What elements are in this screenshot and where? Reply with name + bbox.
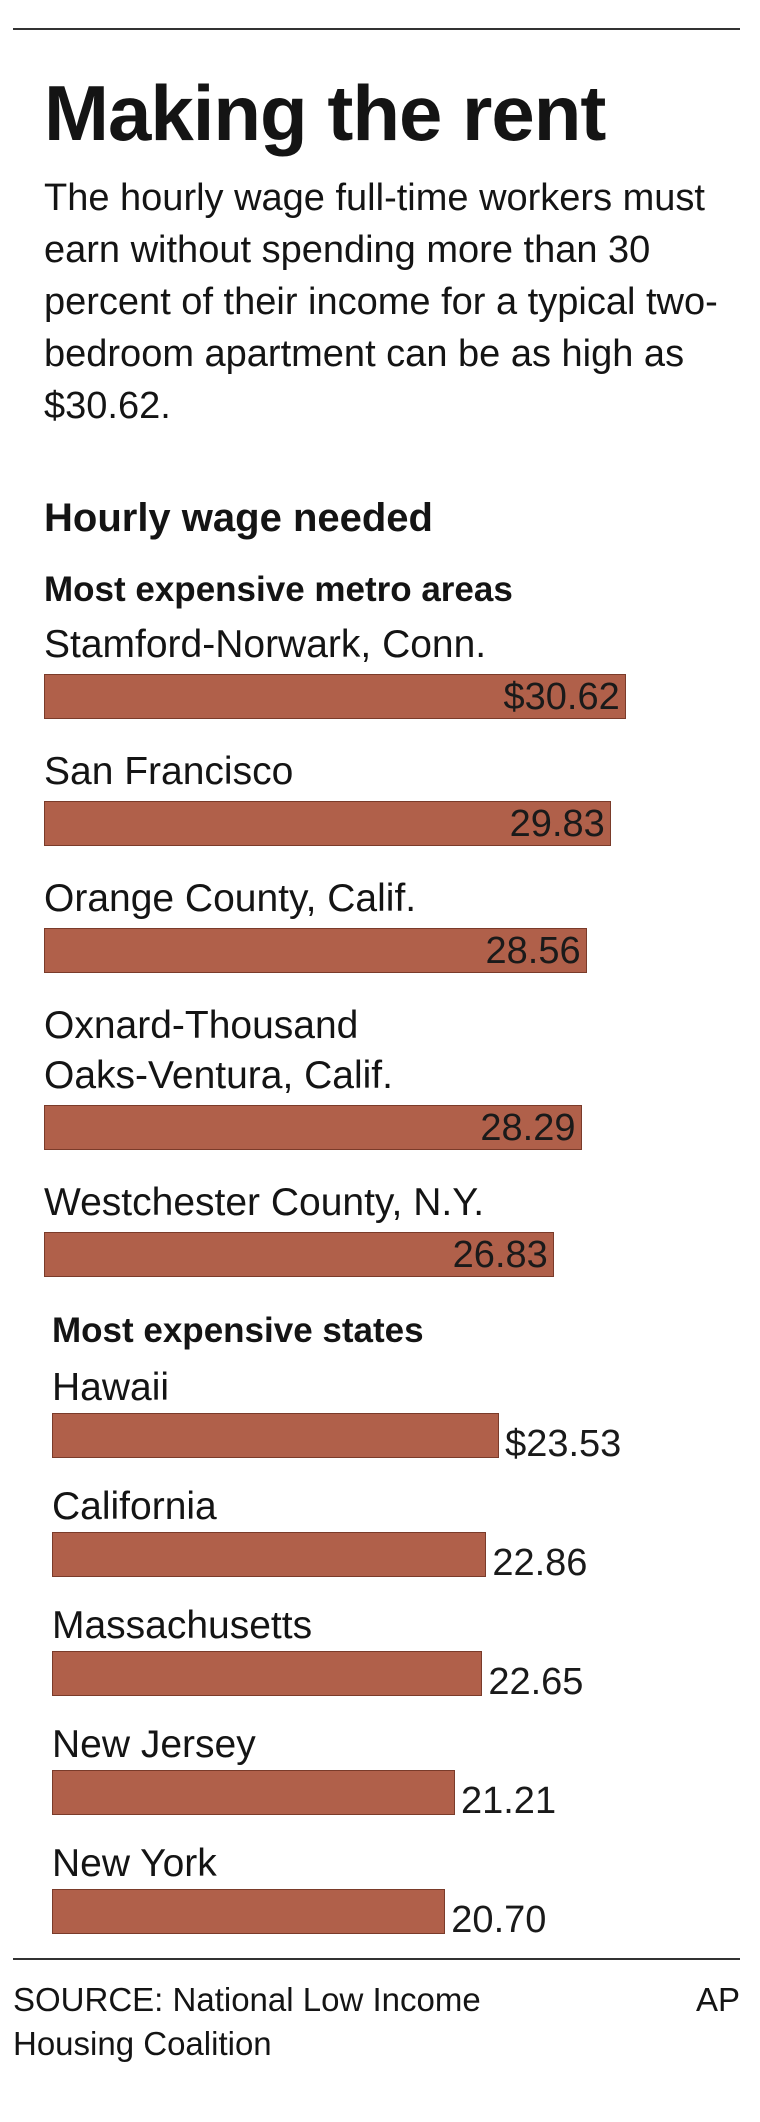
bottom-rule <box>13 1958 740 1960</box>
bar <box>52 1770 455 1815</box>
category-label: Hawaii <box>52 1366 170 1409</box>
metro-chart: Most expensive metro areas Stamford-Norwa… <box>44 565 626 1305</box>
bar-row: 20.70 <box>52 1889 546 1941</box>
heading: Hourly wage needed <box>44 496 433 540</box>
value-label: $23.53 <box>505 1423 622 1465</box>
bar <box>52 1889 446 1934</box>
bar-row: 28.29 <box>44 1105 582 1152</box>
source: SOURCE: National Low Income Housing Coal… <box>13 1981 481 2062</box>
subtitle: The hourly wage full-time workers must e… <box>44 177 718 427</box>
title: Making the rent <box>44 69 606 157</box>
value-label: 22.65 <box>488 1661 584 1703</box>
value-label: 22.86 <box>492 1542 588 1584</box>
bar <box>44 928 587 973</box>
category-label: Massachusetts <box>52 1604 313 1647</box>
chart-title: Most expensive metro areas <box>44 570 513 609</box>
category-label: Stamford-Norwark, Conn. <box>44 623 487 666</box>
bar <box>44 674 626 719</box>
chart-title: Most expensive states <box>52 1311 424 1350</box>
top-rule <box>13 28 740 30</box>
bar-row: $23.53 <box>52 1413 621 1465</box>
category-label: Oxnard-Thousand Oaks-Ventura, Calif. <box>44 1004 393 1097</box>
bar <box>52 1413 500 1458</box>
value-label: 21.21 <box>460 1780 557 1822</box>
category-label: Orange County, Calif. <box>44 877 417 920</box>
bar-row: 26.83 <box>44 1232 554 1279</box>
category-label: San Francisco <box>44 750 294 793</box>
value-label: 28.56 <box>485 930 581 972</box>
bar-row: 29.83 <box>44 801 611 848</box>
value-label: 28.29 <box>480 1107 576 1149</box>
states-chart: Most expensive states Hawaii $23.53 Califor… <box>52 1306 621 1961</box>
bar <box>44 1232 554 1277</box>
bar-row: 21.21 <box>52 1770 556 1822</box>
bar-row: 22.86 <box>52 1532 587 1584</box>
bar <box>52 1651 483 1696</box>
category-label: Westchester County, N.Y. <box>44 1181 485 1224</box>
credit: AP <box>695 1981 740 2018</box>
value-label: 26.83 <box>452 1234 548 1276</box>
bar <box>44 801 611 846</box>
value-label: 20.70 <box>451 1899 547 1941</box>
category-label: New Jersey <box>52 1723 256 1766</box>
value-label: $30.62 <box>503 676 620 718</box>
bar-row: 22.65 <box>52 1651 583 1703</box>
bar-row: $30.62 <box>44 674 626 721</box>
category-label: California <box>52 1485 217 1528</box>
category-label: New York <box>52 1842 217 1885</box>
value-label: 29.83 <box>509 803 605 845</box>
bar <box>52 1532 487 1577</box>
bar-row: 28.56 <box>44 928 587 975</box>
bar <box>44 1105 582 1150</box>
